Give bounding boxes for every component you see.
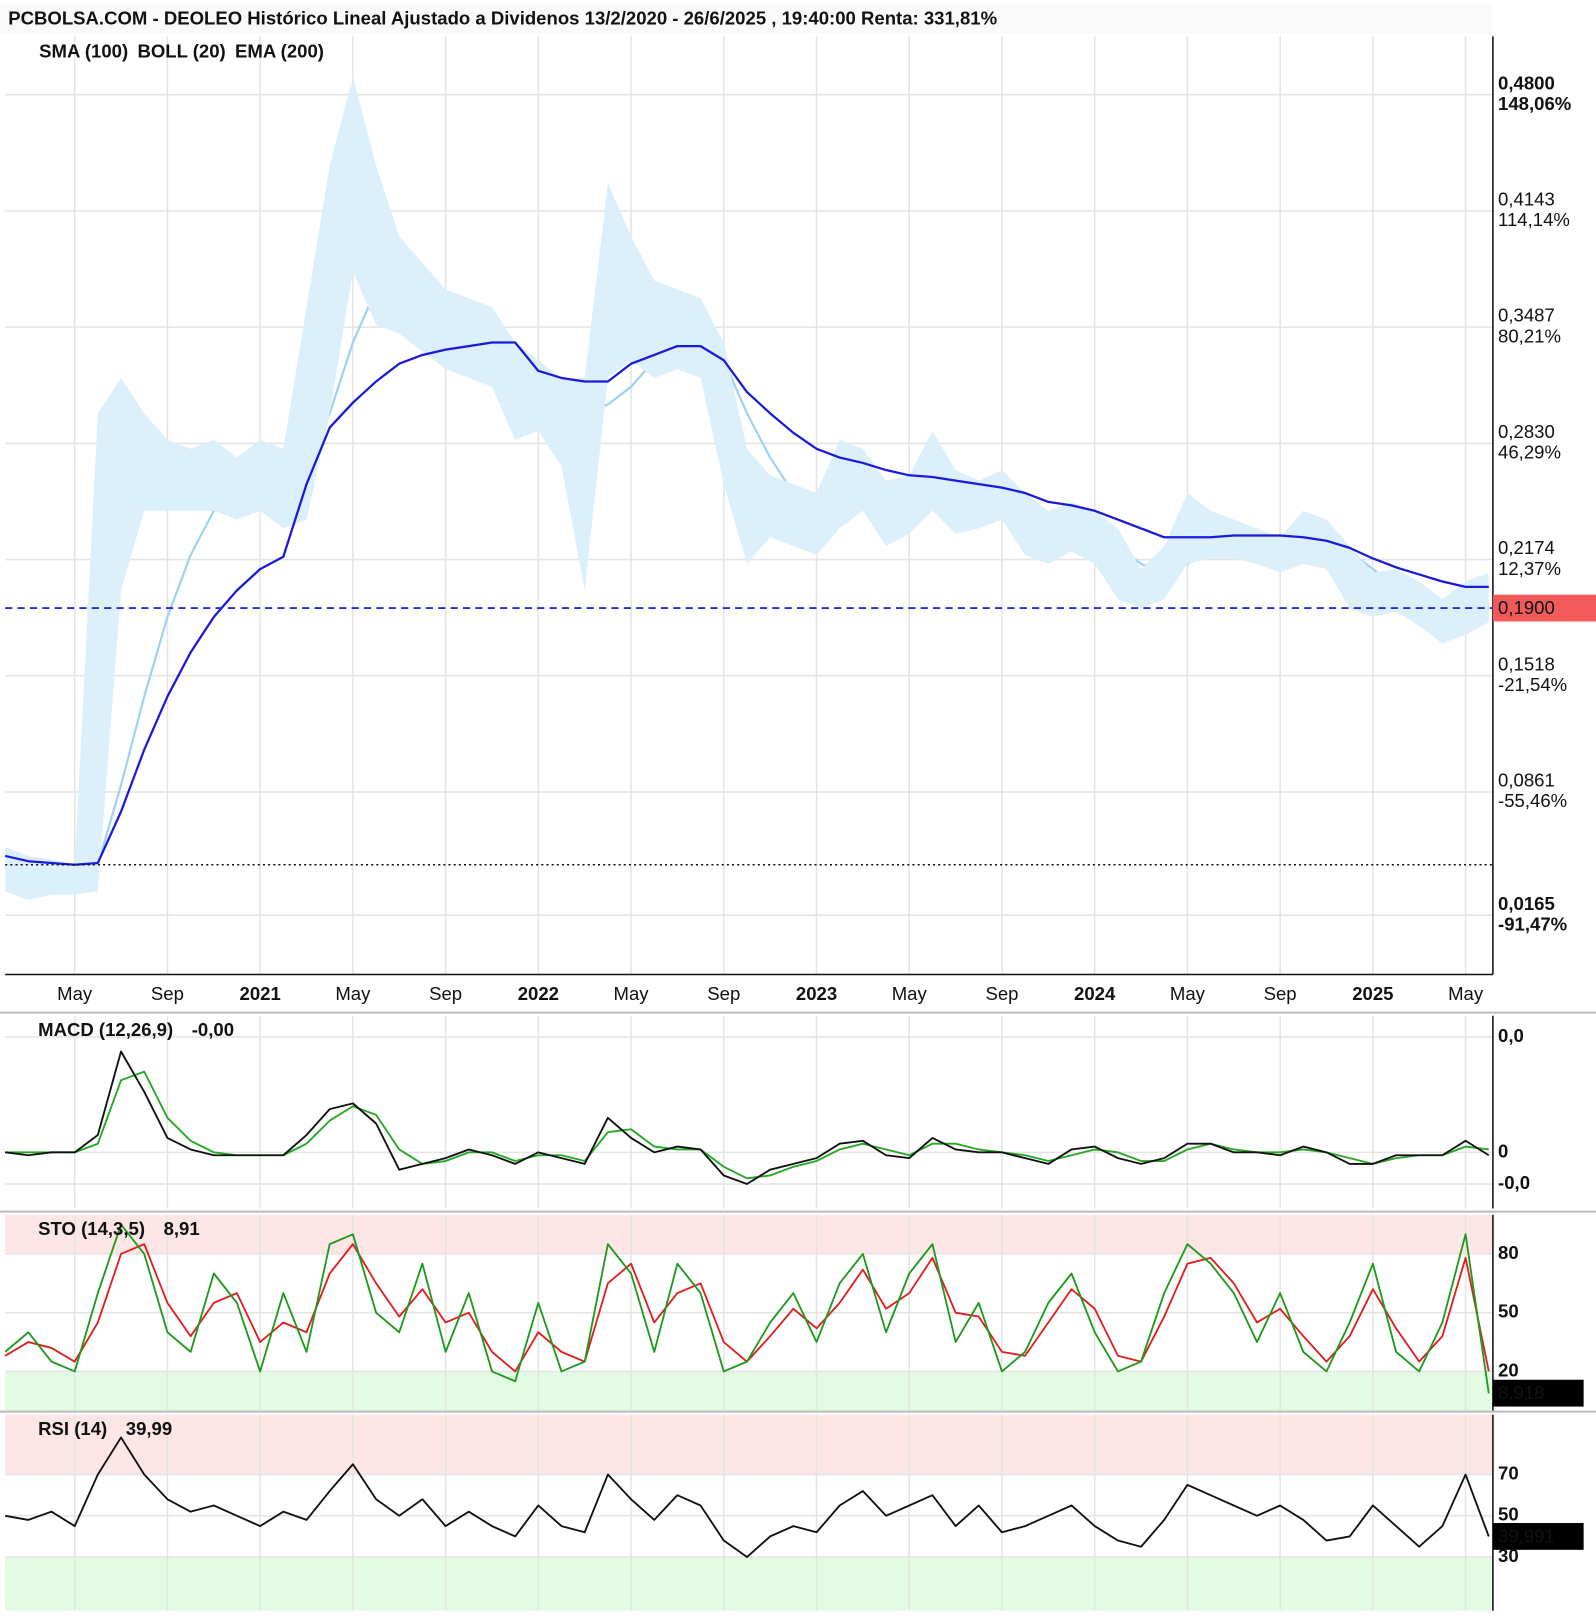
y-tick-return-label: 46,29% [1498,442,1561,463]
y-tick-return-label: 148,06% [1498,93,1571,114]
x-tick-label: May [1170,983,1206,1004]
indicator-line [4,341,1489,866]
x-tick-label: May [57,983,93,1004]
y-tick-label: 0 [1498,1140,1508,1161]
panel-title: MACD (12,26,9) [38,1019,173,1040]
series-line [5,1050,1490,1185]
y-tick-label: 50 [1498,1504,1519,1525]
y-tick-label: 0,0861 [1498,770,1555,791]
y-tick-label: 50 [1498,1301,1519,1322]
chart-title: PCBOLSA.COM - DEOLEO Histórico Lineal Aj… [8,8,997,29]
x-tick-label: May [335,983,371,1004]
y-tick-return-label: 80,21% [1498,325,1561,346]
oversold-zone [5,1557,1493,1611]
last-price-box [1492,594,1596,622]
last-value-label: 8,918 [1498,1382,1544,1403]
overbought-zone [5,1214,1493,1254]
last-value-box [1492,1523,1584,1550]
title-background [0,4,1493,34]
y-tick-label: 80 [1498,1242,1519,1263]
x-tick-label: 2022 [518,983,559,1004]
x-tick-label: Sep [1264,983,1297,1004]
panel-title: RSI (14) [38,1418,107,1439]
x-tick-label: 2021 [240,983,281,1004]
x-tick-label: May [892,983,928,1004]
last-price-label: 0,1900 [1498,597,1555,618]
panel-readout: -0,00 [192,1019,234,1040]
y-tick-return-label: 114,14% [1498,209,1570,230]
y-tick-label: -0,0 [1498,1172,1530,1193]
legend-entry: SMA (100) [39,41,128,62]
x-tick-label: May [614,983,650,1004]
y-tick-return-label: 12,37% [1498,558,1561,579]
x-tick-label: Sep [985,983,1018,1004]
y-tick-label: 0,2174 [1498,537,1555,558]
series-line [4,1436,1490,1558]
last-value-box [1492,1379,1584,1407]
panel-title: STO (14,3,5) [38,1218,145,1239]
x-tick-label: Sep [151,983,184,1004]
bollinger-band [5,77,1489,901]
x-tick-label: May [1448,983,1484,1004]
y-tick-label: 0,4143 [1498,189,1555,210]
oversold-zone [5,1371,1493,1411]
last-value-label: 39,991 [1498,1525,1555,1546]
x-tick-label: 2025 [1352,983,1393,1004]
overbought-zone [5,1414,1493,1475]
x-tick-label: 2024 [1074,983,1116,1004]
y-tick-return-label: -21,54% [1498,674,1567,695]
y-tick-label: 20 [1498,1359,1519,1380]
y-tick-label: 0,2830 [1498,421,1555,442]
y-tick-label: 0,4800 [1498,72,1555,93]
series-line [5,1070,1489,1180]
x-tick-label: 2023 [796,983,837,1004]
x-tick-label: Sep [707,983,740,1004]
series-line [4,1223,1490,1394]
y-tick-label: 0,0 [1498,1025,1524,1046]
y-tick-return-label: -55,46% [1498,790,1567,811]
legend-entry: BOLL (20) [137,41,225,62]
y-tick-label: 0,1518 [1498,653,1555,674]
series-line [4,1243,1490,1373]
panel-readout: 39,99 [126,1418,172,1439]
y-tick-label: 0,3487 [1498,305,1555,326]
y-tick-label: 0,0165 [1498,893,1555,914]
legend-entry: EMA (200) [235,41,324,62]
y-tick-label: 70 [1498,1462,1519,1483]
y-tick-label: 30 [1498,1545,1519,1566]
x-tick-label: Sep [429,983,462,1004]
y-tick-return-label: -91,47% [1498,913,1567,934]
panel-readout: 8,91 [164,1218,200,1239]
indicator-line [4,267,1489,881]
